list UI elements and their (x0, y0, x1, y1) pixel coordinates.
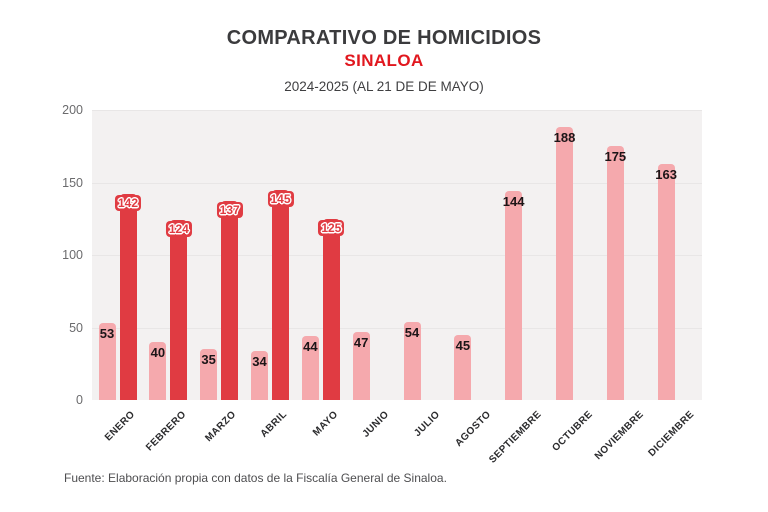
bar-2024-agosto: 45 (454, 334, 472, 400)
y-tick-0: 0 (76, 393, 83, 407)
bar-2024-noviembre: 175 (604, 146, 627, 400)
bar-2024-mayo: 44 (301, 336, 319, 400)
x-label-junio: JUNIO (360, 409, 392, 440)
value-label-2024-mayo: 44 (303, 339, 318, 355)
bar-2025-enero: 142 (114, 194, 142, 400)
bar-2025-febrero: 124 (165, 220, 192, 400)
value-label-2024-diciembre: 163 (655, 166, 678, 182)
bar-2024-enero: 53 (98, 323, 116, 400)
bar-2024-febrero: 40 (149, 342, 167, 400)
bar-2024-octubre: 188 (553, 127, 576, 400)
x-label-septiembre: SEPTIEMBRE (487, 409, 544, 466)
bar-2024-septiembre: 144 (502, 191, 525, 400)
value-label-2025-abril: 145 (267, 190, 294, 207)
y-tick-200: 200 (62, 103, 83, 117)
x-label-agosto: AGOSTO (453, 409, 494, 449)
value-label-2025-mayo: 125 (318, 219, 345, 236)
value-label-2025-marzo: 137 (216, 202, 243, 219)
value-label-2024-junio: 47 (353, 334, 369, 350)
chart-subtitle: SINALOA (344, 51, 424, 70)
x-label-marzo: MARZO (203, 409, 239, 445)
value-label-2024-noviembre: 175 (604, 149, 627, 165)
chart-title: COMPARATIVO DE HOMICIDIOS (226, 27, 542, 49)
x-label-enero: ENERO (102, 409, 138, 444)
plot-area: 0 50 100 150 200 53 142 ENERO 40 124 FEBRERO 35 137 M… (62, 103, 702, 466)
value-label-2024-febrero: 40 (150, 345, 166, 360)
gridline-50 (92, 327, 702, 329)
bar-2024-julio: 54 (403, 321, 421, 400)
y-tick-50: 50 (69, 320, 83, 335)
x-label-octubre: OCTUBRE (549, 409, 595, 454)
x-label-abril: ABRIL (258, 409, 290, 440)
value-label-2024-julio: 54 (404, 324, 420, 340)
bar-2024-abril: 34 (251, 350, 268, 400)
x-label-diciembre: DICIEMBRE (646, 409, 697, 460)
x-label-julio: JULIO (412, 409, 443, 440)
bar-2025-mayo: 125 (318, 218, 345, 400)
value-label-2024-abril: 34 (252, 353, 267, 369)
gridline-150 (92, 182, 702, 184)
value-label-2024-septiembre: 144 (502, 194, 525, 210)
x-label-mayo: MAYO (311, 409, 341, 439)
y-tick-150: 150 (62, 175, 83, 190)
source-note: Fuente: Elaboración propia con datos de … (64, 471, 447, 485)
x-label-febrero: FEBRERO (143, 409, 189, 454)
y-tick-100: 100 (62, 248, 83, 262)
bar-2024-marzo: 35 (200, 349, 218, 400)
bar-2025-marzo: 137 (216, 201, 243, 400)
bar-2024-diciembre: 163 (655, 163, 678, 400)
gridline-100 (92, 255, 702, 256)
bar-2024-junio: 47 (352, 331, 370, 400)
value-label-2025-febrero: 124 (165, 221, 192, 238)
chart-period-note: 2024-2025 (AL 21 DE DE MAYO) (284, 79, 484, 94)
value-label-2024-enero: 53 (99, 326, 115, 342)
value-label-2024-agosto: 45 (455, 337, 471, 353)
value-label-2024-marzo: 35 (201, 352, 216, 368)
bar-2025-abril: 145 (267, 189, 294, 400)
value-label-2024-octubre: 188 (553, 130, 576, 146)
gridline-200 (92, 110, 702, 111)
x-label-noviembre: NOVIEMBRE (592, 409, 646, 463)
value-label-2025-enero: 142 (114, 195, 142, 212)
